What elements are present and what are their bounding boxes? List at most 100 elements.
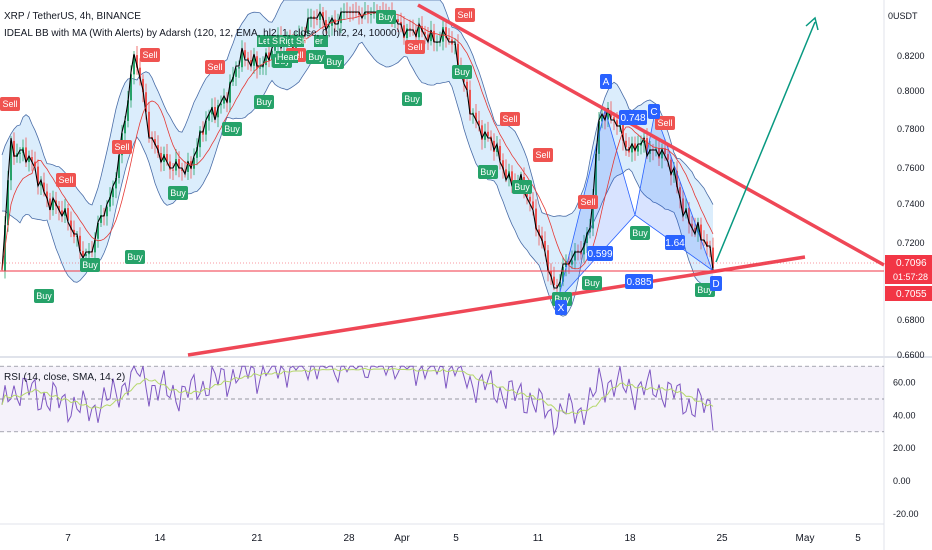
pattern-badge: [665, 235, 685, 250]
candle-body: [697, 224, 699, 233]
candle-body: [364, 12, 366, 16]
signal-markers: Sell Sell Sell Sell Sell Sell Sell Sell Sell Sell…: [0, 8, 722, 315]
signal-badge: [0, 97, 20, 111]
candle-body: [40, 182, 42, 186]
price-tick: 0.7400: [897, 199, 925, 209]
pattern-badge: [600, 74, 612, 89]
candle-body: [607, 110, 609, 120]
signal-label: Buy: [127, 252, 143, 262]
indicator-title: IDEAL BB with MA (With Alerts) by Adarsh…: [4, 28, 400, 39]
signal-badge: [168, 186, 188, 200]
signal-badge: [582, 276, 602, 290]
signal-buy: Buy: [376, 10, 396, 24]
candle-body: [481, 125, 483, 140]
candle-body: [370, 14, 372, 16]
signal-buy: Buy: [630, 226, 650, 240]
candle-body: [580, 250, 582, 255]
rsi-indicator: RSI (14, close, SMA, 14, 2): [0, 364, 884, 436]
candle-body: [676, 170, 678, 188]
candle-body: [592, 197, 594, 229]
candle-body: [196, 147, 198, 158]
signal-badge: [455, 8, 475, 22]
candle-body: [124, 120, 126, 134]
signal-label: Buy: [378, 12, 394, 22]
candle-body: [682, 198, 684, 214]
signal-sell: Sell: [56, 173, 76, 187]
pattern-badge: [648, 104, 660, 119]
current-price-tag: [885, 255, 932, 284]
price-tick: 0.6600: [897, 350, 925, 360]
time-tick: 11: [533, 533, 544, 544]
candle-body: [97, 222, 99, 239]
candle-body: [673, 170, 675, 176]
candle-body: [409, 28, 411, 30]
signal-label: Sell: [114, 142, 129, 152]
time-tick: 25: [716, 533, 728, 544]
signal-label: Buy: [36, 291, 52, 301]
candle-body: [448, 37, 450, 40]
candle-body: [511, 171, 513, 184]
price-tick: 0.8200: [897, 51, 925, 61]
price-tick: 0.8000: [897, 86, 925, 96]
rsi-pane[interactable]: [0, 358, 884, 524]
current-price-value: 0.7096: [896, 258, 927, 269]
signal-label: Sell: [58, 175, 73, 185]
candle-body: [250, 60, 252, 66]
level-price-tag: [885, 286, 932, 301]
band-upper-line: [1, 0, 714, 218]
candle-body: [13, 140, 15, 158]
candle-body: [169, 161, 171, 170]
candle-body: [82, 250, 84, 256]
signal-badge: [56, 173, 76, 187]
projection-arrow-head: [805, 16, 819, 31]
candle-body: [94, 238, 96, 253]
signal-label: Buy: [308, 52, 324, 62]
candle-body: [160, 152, 162, 163]
candle-body: [700, 224, 702, 241]
candle-body: [433, 30, 435, 43]
signal-label: Sell: [502, 114, 517, 124]
candle-body: [658, 148, 660, 159]
candle-body: [403, 25, 405, 39]
signal-buy: Buy: [452, 65, 472, 79]
candle-body: [622, 124, 624, 141]
band-fill: [2, 0, 713, 317]
candle-body: [493, 140, 495, 152]
candle-body: [253, 56, 255, 66]
candle-body: [58, 206, 60, 211]
candle-body: [604, 115, 606, 120]
candle-body: [247, 57, 249, 61]
candle-body: [367, 12, 369, 15]
signal-sell: Sell: [500, 112, 520, 126]
signal-badge: [324, 55, 344, 69]
support-trendline: [187, 255, 806, 357]
candle-body: [127, 100, 129, 121]
signal-sell: Sell: [0, 97, 20, 111]
signal-sell: Sell: [112, 140, 132, 154]
rsi-tick: 40.00: [893, 410, 916, 420]
candle-body: [244, 50, 246, 58]
pattern-label: A: [603, 77, 610, 88]
signal-buy: Buy: [125, 250, 145, 264]
candle-body: [133, 55, 135, 75]
candle-body: [502, 160, 504, 170]
candle-body: [547, 250, 549, 272]
signal-label: Buy: [404, 94, 420, 104]
signal-buy: Buy: [324, 55, 344, 69]
bollinger-bands: [1, 0, 714, 317]
signal-sell: Sell: [455, 8, 475, 22]
signal-label: Sell: [457, 10, 472, 20]
candle-body: [475, 112, 477, 121]
candle-body: [478, 120, 480, 126]
signal-label: Buy: [326, 57, 342, 67]
candle-body: [472, 112, 474, 114]
resistance-trendline: [417, 3, 885, 267]
candle-body: [208, 114, 210, 121]
candle-body: [178, 159, 180, 169]
candle-body: [613, 117, 615, 121]
signal-label: Buy: [697, 285, 713, 295]
time-tick: 5: [453, 533, 459, 544]
candle-body: [118, 155, 120, 178]
